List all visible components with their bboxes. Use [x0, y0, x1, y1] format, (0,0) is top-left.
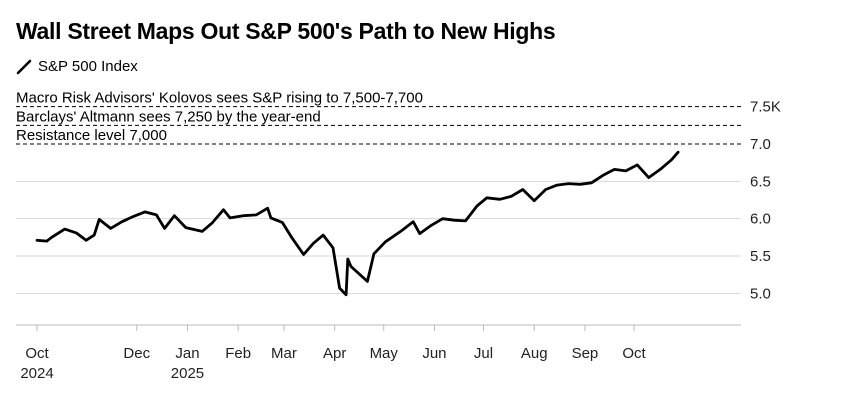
series-lines: [35, 150, 680, 297]
x-tick-label: Aug: [521, 345, 548, 362]
x-tick-label: Sep: [572, 345, 599, 362]
x-tick-label: Jul: [474, 345, 493, 362]
x-tick-label: Jun: [422, 345, 446, 362]
x-tick-label: Oct: [622, 345, 646, 362]
legend: S&P 500 Index: [16, 58, 138, 75]
x-tick-label: Dec: [123, 345, 150, 362]
legend-label: S&P 500 Index: [38, 58, 138, 75]
y-tick-label: 5.0: [750, 285, 771, 302]
y-tick-label: 5.5: [750, 248, 771, 265]
y-tick-label: 6.0: [750, 211, 771, 228]
annotation-label: Barclays' Altmann sees 7,250 by the year…: [16, 108, 321, 125]
x-tick-label: Mar: [271, 345, 297, 362]
x-tick-label: Jan: [175, 345, 199, 362]
chart-title: Wall Street Maps Out S&P 500's Path to N…: [16, 18, 556, 44]
gridlines: [16, 180, 741, 294]
y-tick-label: 7.5K: [750, 99, 781, 116]
x-tick-label: Feb: [225, 345, 251, 362]
x-tick-label: Oct: [25, 345, 49, 362]
x-tick-label: May: [370, 345, 399, 362]
x-tick-year-label: 2024: [20, 365, 53, 382]
y-axis: 5.0 5.5 6.0 6.5 7.0 7.5K: [750, 99, 781, 303]
legend-line-icon: [16, 59, 32, 74]
y-tick-label: 6.5: [750, 173, 771, 190]
annotation-label: Macro Risk Advisors' Kolovos sees S&P ri…: [16, 90, 423, 107]
series-line: [35, 150, 680, 297]
annotations: Macro Risk Advisors' Kolovos sees S&P ri…: [16, 90, 741, 145]
annotation-label: Resistance level 7,000: [16, 127, 167, 144]
y-tick-label: 7.0: [750, 136, 771, 153]
x-tick-label: Apr: [323, 345, 346, 362]
x-tick-year-label: 2025: [171, 365, 204, 382]
x-axis: Oct 2024 Dec Jan 2025 Feb Mar Apr May Jun Jul Aug Se…: [16, 324, 741, 382]
